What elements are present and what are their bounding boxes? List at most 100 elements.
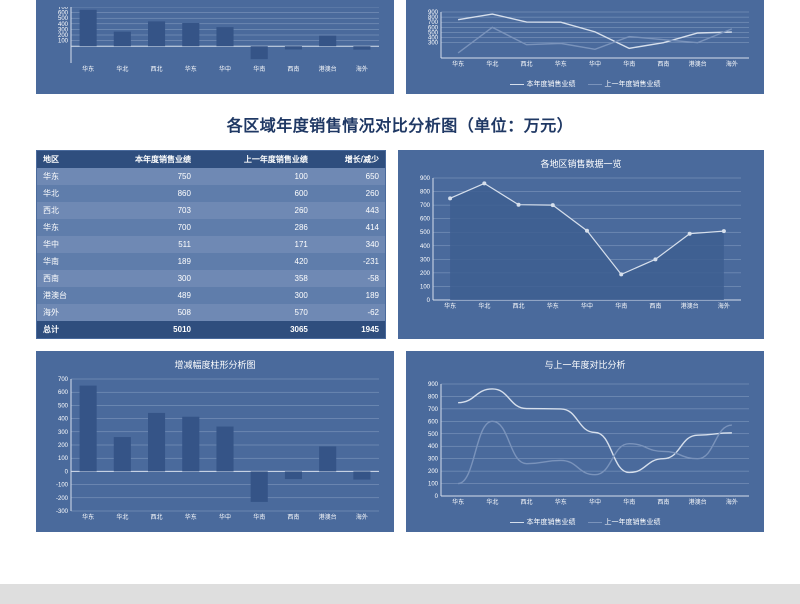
svg-text:华北: 华北: [116, 513, 128, 521]
table-total-row: 总计501030651945: [37, 321, 385, 338]
table-cell: 286: [197, 219, 314, 236]
svg-text:500: 500: [428, 30, 439, 36]
delta-bar-chart: -300-200-1000100200300400500600700华东华北西北…: [45, 375, 385, 525]
compare-line-chart: 0100200300400500600700800900华东华北西北华东华中华南…: [415, 375, 755, 515]
svg-text:0: 0: [427, 298, 431, 304]
svg-text:华北: 华北: [486, 60, 498, 68]
svg-text:900: 900: [428, 382, 439, 388]
table-row: 华东700286414: [37, 219, 385, 236]
svg-text:港澳台: 港澳台: [689, 498, 707, 506]
table-cell: 570: [197, 304, 314, 321]
bottom-row: 增减幅度柱形分析图 -300-200-100010020030040050060…: [36, 351, 764, 532]
svg-text:100: 100: [420, 284, 431, 290]
svg-text:华中: 华中: [589, 498, 601, 506]
svg-text:100: 100: [58, 39, 69, 45]
table-cell: 750: [92, 168, 197, 185]
svg-text:600: 600: [420, 217, 431, 223]
svg-text:华东: 华东: [547, 302, 559, 310]
svg-text:华中: 华中: [219, 65, 231, 73]
table-cell: 260: [314, 185, 385, 202]
table-row: 西北703260443: [37, 202, 385, 219]
svg-text:500: 500: [58, 403, 69, 409]
svg-text:西北: 西北: [151, 513, 163, 521]
svg-text:700: 700: [58, 377, 69, 383]
table-cell: -62: [314, 304, 385, 321]
svg-text:华东: 华东: [452, 60, 464, 68]
svg-text:300: 300: [58, 27, 69, 33]
main-title: 各区域年度销售情况对比分析图（单位：万元）: [36, 112, 764, 136]
table-cell: 西南: [37, 270, 92, 287]
svg-text:400: 400: [428, 444, 439, 450]
svg-text:华东: 华东: [444, 302, 456, 310]
svg-text:海外: 海外: [726, 498, 738, 506]
svg-text:港澳台: 港澳台: [319, 65, 337, 73]
table-cell: 华中: [37, 236, 92, 253]
table-cell: 489: [92, 287, 197, 304]
table-header: 上一年度销售业绩: [197, 151, 314, 168]
table-cell: 100: [197, 168, 314, 185]
svg-text:700: 700: [420, 203, 431, 209]
table-cell: 华北: [37, 185, 92, 202]
svg-text:海外: 海外: [356, 65, 368, 73]
svg-text:港澳台: 港澳台: [319, 513, 337, 521]
svg-text:华东: 华东: [82, 513, 94, 521]
top-line-legend: 本年度销售业绩 上一年度销售业绩: [415, 79, 755, 89]
svg-text:华北: 华北: [486, 498, 498, 506]
page: 100200300400500600700华东华北西北华东华中华南西南港澳台海外…: [0, 0, 800, 584]
svg-text:华南: 华南: [253, 65, 265, 73]
svg-text:300: 300: [58, 430, 69, 436]
svg-text:600: 600: [58, 11, 69, 17]
svg-text:华东: 华东: [82, 65, 94, 73]
table-cell: 300: [92, 270, 197, 287]
svg-text:-200: -200: [56, 496, 69, 502]
table-header: 本年度销售业绩: [92, 151, 197, 168]
table-cell: 华东: [37, 219, 92, 236]
svg-text:400: 400: [428, 36, 439, 42]
svg-text:300: 300: [420, 257, 431, 263]
legend-label: 上一年度销售业绩: [605, 517, 661, 527]
svg-text:400: 400: [58, 22, 69, 28]
svg-text:700: 700: [58, 7, 69, 11]
svg-text:华北: 华北: [116, 65, 128, 73]
svg-text:100: 100: [58, 456, 69, 462]
svg-text:华中: 华中: [581, 302, 593, 310]
table-cell: 海外: [37, 304, 92, 321]
svg-text:300: 300: [428, 457, 439, 463]
svg-text:-100: -100: [56, 483, 69, 489]
svg-text:800: 800: [428, 15, 439, 21]
svg-text:0: 0: [65, 469, 69, 475]
svg-text:西南: 西南: [649, 302, 661, 310]
table-cell: 508: [92, 304, 197, 321]
svg-text:西南: 西南: [287, 513, 299, 521]
table-cell: 华东: [37, 168, 92, 185]
table-cell: 260: [197, 202, 314, 219]
svg-text:西北: 西北: [521, 498, 533, 506]
table-header: 地区: [37, 151, 92, 168]
table-cell: 414: [314, 219, 385, 236]
svg-text:300: 300: [428, 41, 439, 47]
table-cell: 港澳台: [37, 287, 92, 304]
table-row: 华中511171340: [37, 236, 385, 253]
svg-text:海外: 海外: [718, 302, 730, 310]
table-row: 港澳台489300189: [37, 287, 385, 304]
table-cell: 华南: [37, 253, 92, 270]
table-cell: 443: [314, 202, 385, 219]
svg-text:西北: 西北: [521, 60, 533, 68]
top-line-chart: 300400500600700800900华东华北西北华东华中华南西南港澳台海外: [415, 7, 755, 77]
table-cell: 703: [92, 202, 197, 219]
sales-table: 地区本年度销售业绩上一年度销售业绩增长/减少 华东750100650华北8606…: [37, 151, 385, 338]
svg-text:900: 900: [428, 10, 439, 16]
svg-text:华南: 华南: [253, 513, 265, 521]
area-chart-title: 各地区销售数据一览: [407, 157, 755, 170]
area-chart: 0100200300400500600700800900华东华北西北华东华中华南…: [407, 174, 747, 314]
table-cell: 650: [314, 168, 385, 185]
table-header: 增长/减少: [314, 151, 385, 168]
delta-bar-panel: 增减幅度柱形分析图 -300-200-100010020030040050060…: [36, 351, 394, 532]
svg-text:海外: 海外: [356, 513, 368, 521]
area-panel: 各地区销售数据一览 0100200300400500600700800900华东…: [398, 150, 764, 339]
table-cell: 340: [314, 236, 385, 253]
svg-text:700: 700: [428, 407, 439, 413]
table-cell: 171: [197, 236, 314, 253]
svg-text:200: 200: [428, 469, 439, 475]
compare-line-panel: 与上一年度对比分析 0100200300400500600700800900华东…: [406, 351, 764, 532]
